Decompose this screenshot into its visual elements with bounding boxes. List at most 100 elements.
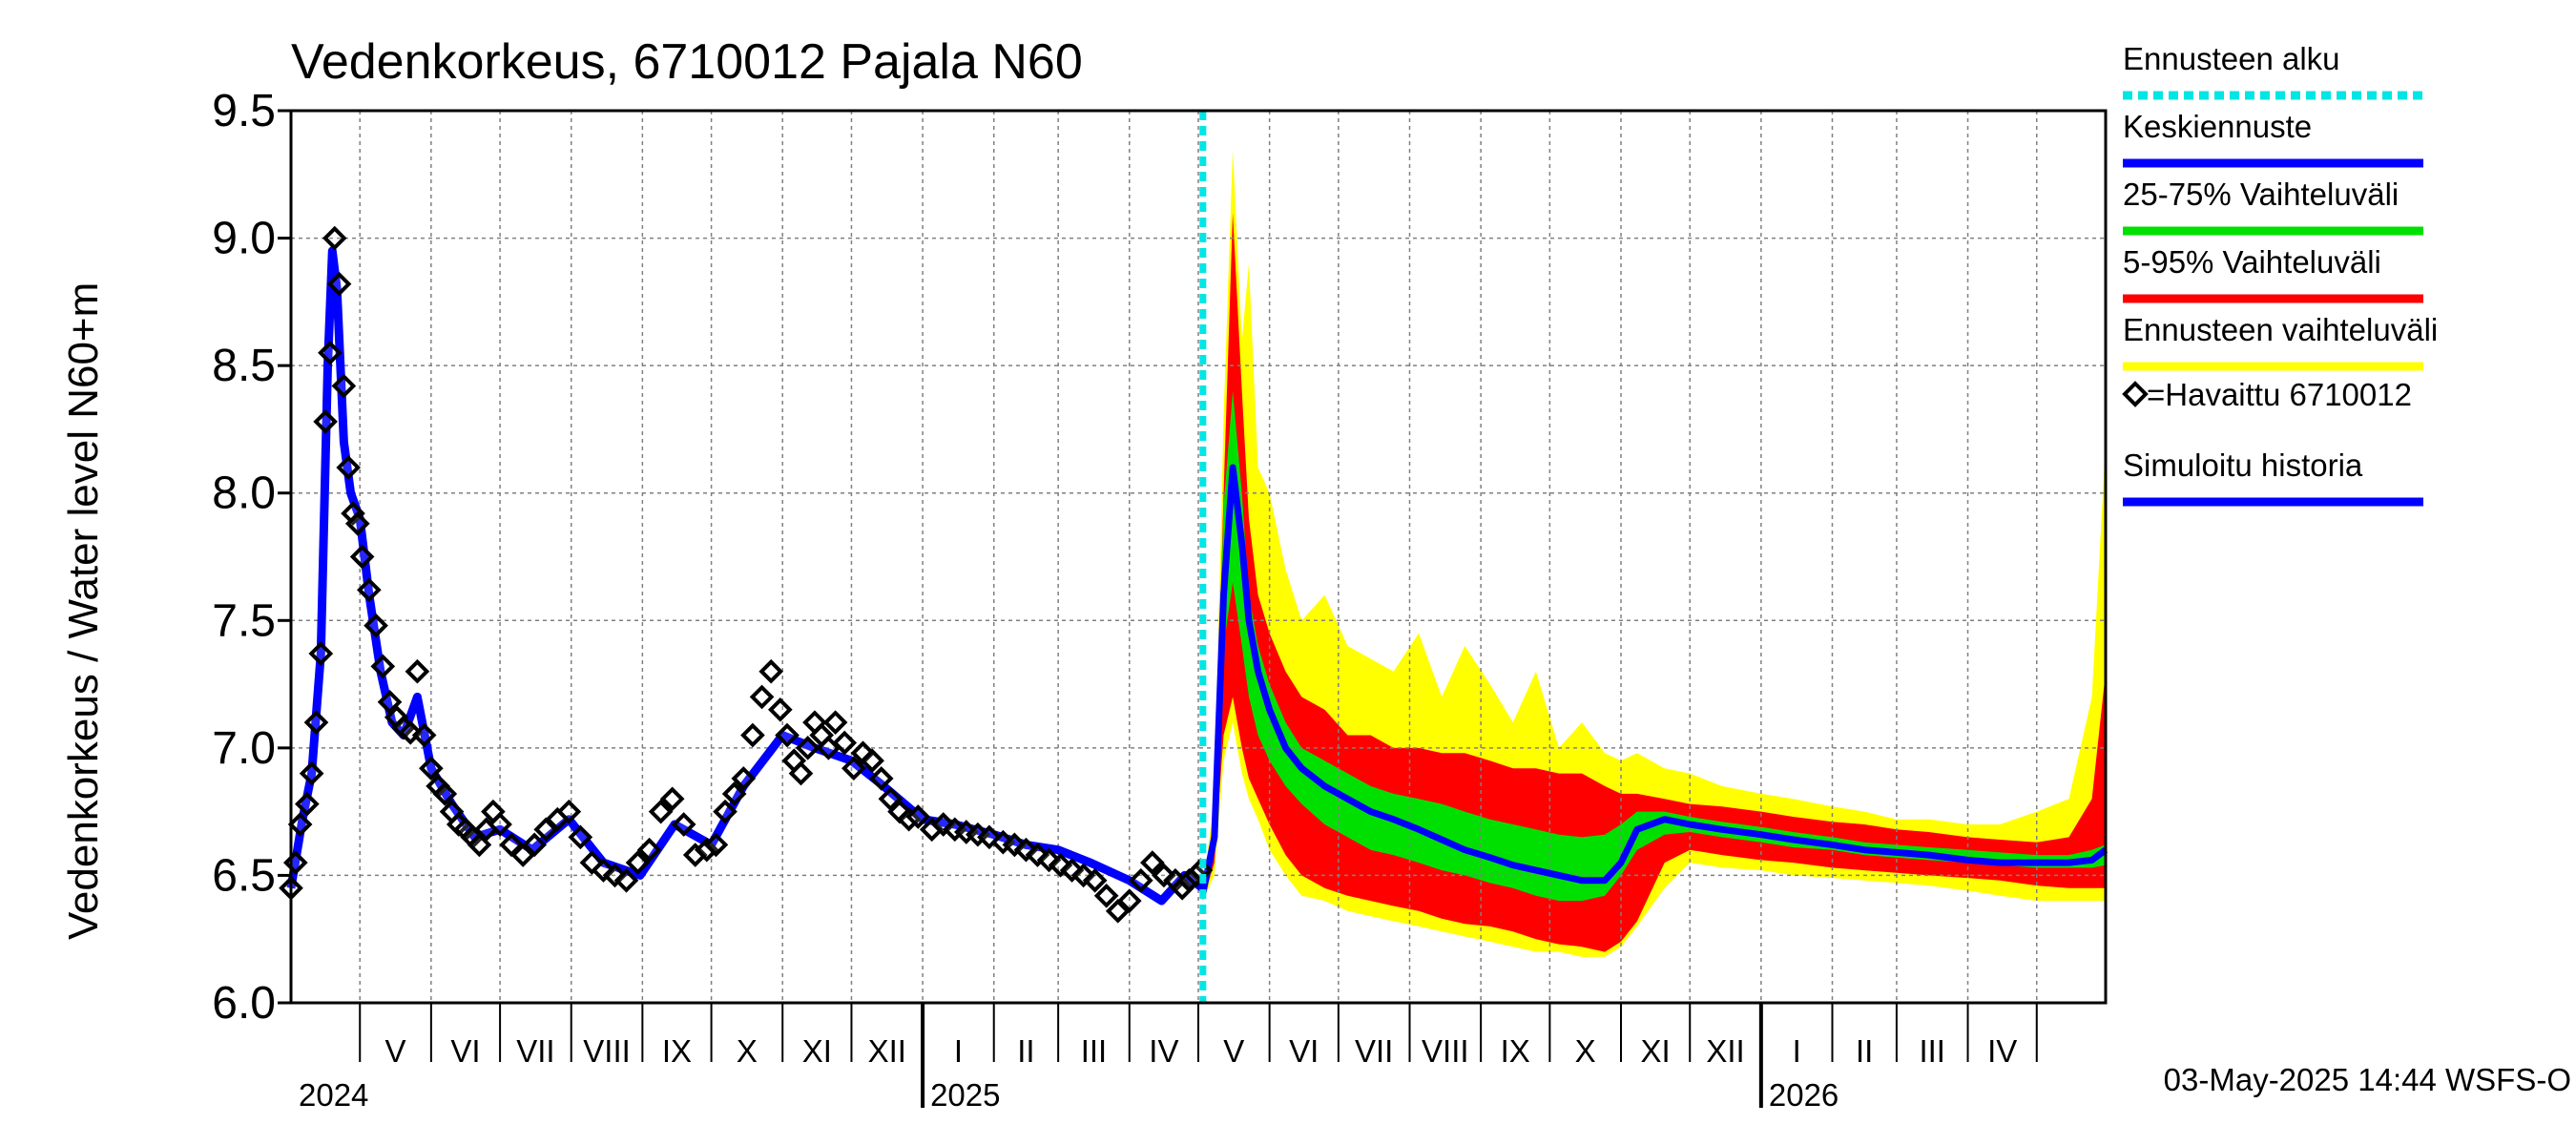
observed-point	[659, 786, 685, 812]
chart-title: Vedenkorkeus, 6710012 Pajala N60	[291, 34, 1083, 90]
x-month-label: II	[1017, 1033, 1034, 1069]
observed-point	[860, 748, 884, 774]
observed-point	[671, 812, 696, 837]
observed-point	[822, 710, 848, 735]
x-month-label: I	[1793, 1033, 1801, 1069]
history-line	[286, 246, 1206, 906]
observed-point	[295, 791, 320, 817]
y-tick-label: 8.5	[212, 341, 276, 391]
footer-timestamp: 03-May-2025 14:44 WSFS-O	[2164, 1062, 2571, 1097]
legend-marker	[2122, 381, 2149, 407]
observed-point	[1170, 875, 1195, 901]
observed-point	[522, 832, 548, 858]
x-month-label: VIII	[583, 1033, 631, 1069]
x-month-label: I	[954, 1033, 963, 1069]
observed-point	[731, 766, 757, 791]
legend-label: =Havaittu 6710012	[2147, 377, 2412, 412]
simulated-history	[286, 246, 1206, 906]
legend-label: Keskiennuste	[2123, 109, 2312, 144]
median-line	[1199, 464, 2109, 894]
observed-point	[1140, 850, 1165, 875]
y-tick-label: 7.0	[212, 723, 276, 774]
x-month-label: VII	[1355, 1033, 1393, 1069]
observed-point	[419, 756, 444, 781]
observed-point	[568, 824, 593, 850]
observed-point	[336, 455, 362, 480]
observed-point	[488, 812, 512, 837]
x-axis: V VI VII VIII IX X XI XII I II III IV V VI VII VIII IX X X…	[299, 1003, 2038, 1113]
observed-point	[318, 340, 343, 365]
x-month-label: X	[1575, 1033, 1596, 1069]
x-month-label: VI	[1289, 1033, 1319, 1069]
observed-point	[303, 710, 329, 735]
x-year-label: 2024	[299, 1077, 368, 1113]
observed-point	[758, 658, 784, 684]
observed-point	[1128, 867, 1153, 893]
legend-label: 25-75% Vaihteluväli	[2123, 177, 2399, 212]
x-month-label: XI	[802, 1033, 832, 1069]
y-tick-label: 7.5	[212, 595, 276, 646]
x-month-label: II	[1856, 1033, 1873, 1069]
legend-label: 5-95% Vaihteluväli	[2123, 244, 2381, 280]
legend-label: Ennusteen vaihteluväli	[2123, 312, 2438, 347]
observed-point	[613, 867, 639, 893]
observed-point	[299, 760, 324, 786]
x-month-label: III	[1081, 1033, 1108, 1069]
x-month-label: XII	[868, 1033, 906, 1069]
y-ticks: 6.0 6.5 7.0 7.5 8.0 8.5 9.0 9.5	[212, 86, 291, 1029]
x-month-label: XII	[1706, 1033, 1744, 1069]
observed-point	[282, 850, 308, 875]
observed-point	[287, 812, 313, 837]
observed-point	[878, 786, 904, 812]
observed-point	[405, 658, 430, 684]
observed-point	[832, 730, 858, 756]
x-month-label: VIII	[1422, 1033, 1469, 1069]
observed-point	[1082, 867, 1108, 893]
x-month-label: III	[1919, 1033, 1945, 1069]
x-month-label: V	[1223, 1033, 1244, 1069]
legend-label: Simuloitu historia	[2123, 448, 2363, 483]
observed-point	[432, 781, 458, 806]
observed-point	[357, 577, 382, 603]
y-tick-label: 9.0	[212, 214, 276, 264]
observed-point	[694, 837, 719, 863]
x-month-label: IX	[662, 1033, 692, 1069]
observed-point	[795, 736, 821, 760]
observed-point	[331, 373, 357, 399]
observed-point	[868, 766, 894, 791]
x-month-label: IV	[1149, 1033, 1178, 1069]
observed-point	[411, 722, 437, 748]
observed-point	[767, 697, 793, 722]
y-tick-label: 8.0	[212, 468, 276, 519]
forecast-median	[1199, 464, 2109, 894]
observed-point	[648, 799, 674, 824]
observed-point	[749, 684, 775, 710]
legend-label: Ennusteen alku	[2123, 41, 2340, 76]
observed-point	[703, 832, 729, 858]
y-tick-label: 9.5	[212, 86, 276, 136]
x-month-label: IV	[1987, 1033, 2017, 1069]
observed-point	[556, 799, 582, 824]
observed-point	[788, 760, 814, 786]
observed-point	[308, 641, 334, 666]
observed-point	[721, 781, 747, 806]
observed-points	[279, 225, 1214, 924]
observed-point	[905, 804, 931, 829]
x-year-label: 2025	[930, 1077, 1000, 1113]
band-5-95	[1202, 212, 2106, 952]
y-tick-label: 6.0	[212, 978, 276, 1029]
observed-point	[322, 225, 347, 251]
observed-point	[775, 722, 800, 748]
y-tick-label: 6.5	[212, 850, 276, 901]
observed-point	[341, 501, 365, 526]
observed-point	[313, 409, 338, 434]
observed-point	[625, 850, 651, 875]
observed-point	[636, 837, 662, 863]
x-year-label: 2026	[1769, 1077, 1839, 1113]
observed-point	[364, 613, 388, 638]
observed-point	[713, 799, 737, 824]
legend: Ennusteen alku Keskiennuste 25-75% Vaihtel…	[2122, 41, 2438, 507]
x-month-label: VII	[516, 1033, 554, 1069]
x-month-label: V	[385, 1033, 406, 1069]
